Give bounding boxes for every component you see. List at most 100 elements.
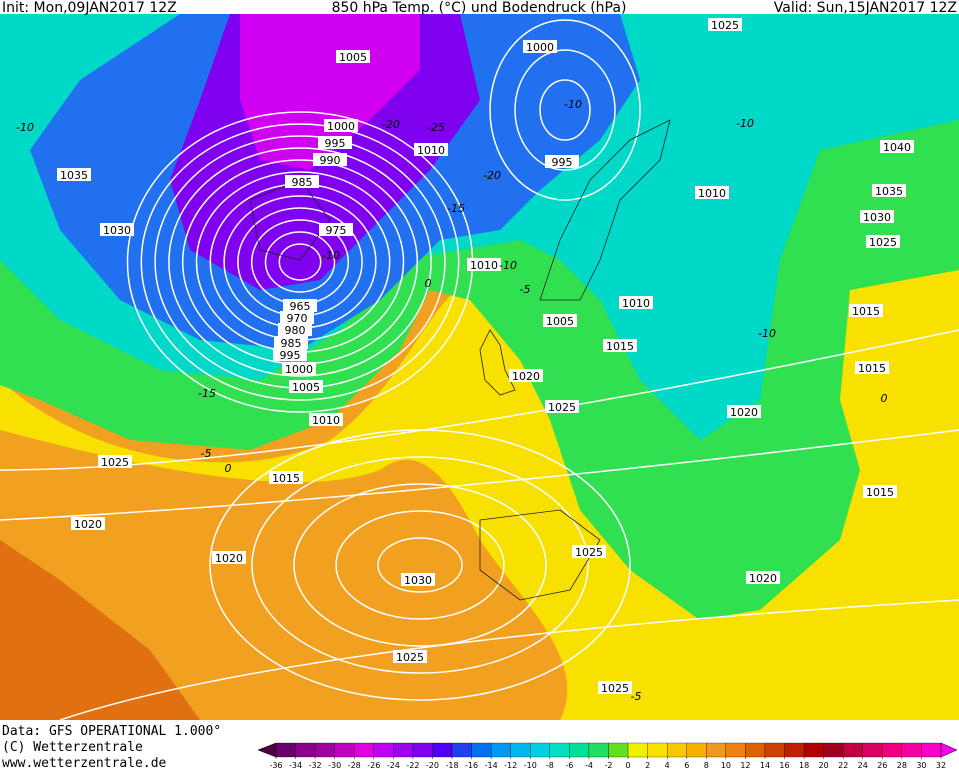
- colorbar-segment: [451, 742, 472, 758]
- isobar-label-box: [509, 369, 543, 382]
- isobar-label: 975: [326, 224, 347, 237]
- colorbar-segment: [549, 742, 570, 758]
- isobar-label: 1025: [575, 546, 603, 559]
- isobar-label: 1030: [863, 211, 891, 224]
- temperature-label: 0: [881, 392, 888, 405]
- isobar-label: 1015: [852, 305, 880, 318]
- isobar-line: [278, 243, 322, 281]
- temperature-field: [0, 14, 959, 720]
- isobar-label-box: [393, 650, 427, 663]
- colorbar-tick-label: -24: [387, 761, 400, 770]
- isobar-label-box: [313, 153, 347, 166]
- isobar-label-box: [57, 168, 91, 181]
- isobar-label-box: [545, 155, 579, 168]
- temperature-label: -5: [520, 283, 531, 296]
- coast-britain: [479, 329, 516, 396]
- colorbar-tick-label: -34: [289, 761, 302, 770]
- colorbar-segment: [803, 742, 824, 758]
- isobar-label: 1020: [215, 552, 243, 565]
- isobar-label-box: [598, 681, 632, 694]
- colorbar-tick-label: 22: [838, 761, 848, 770]
- map-title: 850 hPa Temp. (°C) und Bodendruck (hPa): [332, 0, 627, 16]
- temperature-label: -10: [736, 117, 754, 130]
- colorbar-tick-label: 2: [645, 761, 650, 770]
- isobar-label-box: [603, 339, 637, 352]
- colorbar-segment: [686, 742, 707, 758]
- colorbar-segment: [843, 742, 863, 758]
- colorbar-segment: [862, 742, 883, 758]
- temperature-label: -15: [447, 202, 465, 215]
- temperature-label: -15: [198, 387, 216, 400]
- colorbar-segment: [725, 742, 746, 758]
- colorbar-tick-label: -14: [485, 761, 498, 770]
- isobar-label: 995: [552, 156, 573, 169]
- isobar-line: [168, 147, 432, 377]
- temperature-label: -20: [483, 169, 501, 182]
- colorbar-segment: [471, 742, 492, 758]
- colorbar-tick-label: -18: [445, 761, 458, 770]
- isobar-label-box: [269, 471, 303, 484]
- isobar-label: 1040: [883, 141, 911, 154]
- temperature-label: -10: [16, 121, 34, 134]
- isobar-label-box: [285, 175, 319, 188]
- colorbar-tick-label: -26: [367, 761, 380, 770]
- isobar-label: 1005: [546, 315, 574, 328]
- colorbar-segment: [823, 742, 844, 758]
- isobar-label: 1015: [272, 472, 300, 485]
- colorbar-tick-label: -4: [585, 761, 593, 770]
- colorbar-segment: [393, 742, 414, 758]
- colorbar-tick-label: 6: [684, 761, 689, 770]
- isobar-label-box: [212, 551, 246, 564]
- isobar-label: 1025: [396, 651, 424, 664]
- isobar-line: [0, 329, 959, 471]
- temperature-label: -5: [201, 447, 212, 460]
- isobar-label-box: [863, 485, 897, 498]
- isobar-label: 1020: [749, 572, 777, 585]
- isobar-label-box: [543, 314, 577, 327]
- isobar-label: 1015: [606, 340, 634, 353]
- isobar-line: [335, 510, 505, 620]
- colorbar-segment: [334, 742, 355, 758]
- isobar-label: 995: [325, 137, 346, 150]
- colorbar-tick-label: 8: [704, 761, 709, 770]
- colorbar-segment: [314, 742, 335, 758]
- labels: 1005100010251000995990101099510359851010…: [16, 18, 914, 703]
- isobar-line: [293, 483, 547, 647]
- isobar-label-box: [467, 258, 501, 271]
- valid-time: Valid: Sun,15JAN2017 12Z: [774, 0, 957, 16]
- isobar-line: [264, 231, 336, 293]
- isobar-label-box: [708, 18, 742, 31]
- colorbar-segment: [295, 742, 316, 758]
- isobar-line: [251, 456, 589, 674]
- colorbar-segment: [530, 742, 550, 758]
- isobar-label: 1025: [711, 19, 739, 32]
- isobar-label-box: [278, 323, 312, 336]
- coast-scandinavia: [539, 119, 671, 301]
- colorbar-tick-label: -6: [565, 761, 573, 770]
- colorbar-segment: [706, 742, 727, 758]
- colorbar-tick-label: 12: [740, 761, 750, 770]
- colorbar-segment: [432, 742, 453, 758]
- colorbar-segment: [412, 742, 433, 758]
- isobar-label-box: [695, 186, 729, 199]
- isobar-label-box: [880, 140, 914, 153]
- colorbar-tick-label: -30: [328, 761, 341, 770]
- isobar-label: 1000: [526, 41, 554, 54]
- colorbar-tick-label: 30: [916, 761, 926, 770]
- colorbar-tick-label: 14: [760, 761, 770, 770]
- temperature-label: -10: [322, 249, 340, 262]
- isobar-label-box: [336, 50, 370, 63]
- isobar-label: 1000: [327, 120, 355, 133]
- colorbar-segment: [490, 742, 511, 758]
- isobar-label: 990: [320, 154, 341, 167]
- temperature-label: -20: [382, 118, 400, 131]
- isobar-label: 1025: [101, 456, 129, 469]
- isobar-line: [489, 19, 641, 201]
- temperature-label: 0: [425, 277, 432, 290]
- colorbar-segment: [275, 742, 296, 758]
- isobar-label-box: [855, 361, 889, 374]
- isobar-label-box: [324, 119, 358, 132]
- isobar-label-box: [319, 223, 353, 236]
- colorbar-tick-label: -2: [605, 761, 613, 770]
- isobar-line: [377, 537, 463, 593]
